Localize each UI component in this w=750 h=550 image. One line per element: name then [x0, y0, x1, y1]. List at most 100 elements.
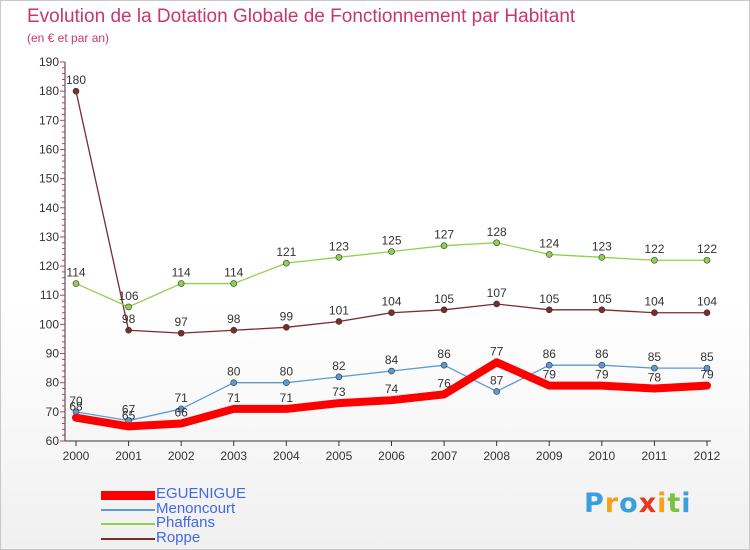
data-label: 74	[385, 382, 399, 396]
data-label: 65	[122, 408, 136, 422]
x-tick-label: 2004	[273, 449, 300, 463]
y-tick-label: 60	[46, 434, 60, 448]
legend-label: Roppe	[156, 528, 201, 546]
data-label: 80	[280, 365, 294, 379]
x-tick-label: 2003	[220, 449, 247, 463]
data-point	[598, 361, 606, 369]
logo-letter: r	[604, 488, 620, 519]
legend-swatch	[101, 523, 155, 526]
x-tick-label: 2005	[326, 449, 353, 463]
data-label: 98	[122, 312, 136, 326]
data-label: 122	[644, 242, 664, 256]
data-label: 101	[329, 303, 349, 317]
data-point	[283, 379, 290, 386]
data-point	[598, 254, 606, 261]
y-tick-label: 140	[39, 201, 59, 215]
legend-swatch	[101, 537, 155, 540]
legend-swatch	[101, 508, 155, 511]
x-tick-label: 2008	[483, 449, 510, 463]
data-label: 97	[174, 315, 188, 329]
data-label: 71	[174, 391, 188, 405]
y-tick-label: 70	[46, 405, 60, 419]
chart-axes: 60 70 80 90 100 110 120 130 140 150 160 170 180 190 20…	[39, 55, 721, 463]
data-label: 86	[437, 347, 451, 361]
data-label: 121	[276, 245, 296, 259]
data-label: 71	[280, 391, 294, 405]
data-label: 127	[434, 228, 454, 242]
data-point	[230, 280, 238, 287]
x-tick-label: 2007	[431, 449, 458, 463]
data-label: 104	[381, 295, 401, 309]
x-tick-label: 2011	[642, 449, 668, 463]
y-tick-label: 90	[46, 347, 60, 361]
data-label: 104	[697, 295, 717, 309]
legend-label: Phaffans	[156, 514, 215, 531]
data-label: 180	[66, 73, 86, 87]
data-label: 80	[227, 365, 241, 379]
data-point	[125, 303, 132, 311]
data-point	[283, 323, 290, 331]
data-label: 105	[592, 292, 612, 306]
logo-letter: x	[638, 488, 658, 519]
data-label: 125	[381, 234, 401, 248]
data-point	[440, 242, 448, 249]
data-point	[177, 280, 185, 287]
data-label: 85	[648, 350, 662, 364]
logo-letter: o	[619, 488, 639, 519]
data-label: 107	[487, 286, 507, 300]
x-tick-label: 2000	[63, 449, 90, 463]
data-label: 79	[595, 368, 609, 382]
data-label: 71	[227, 391, 241, 405]
x-tick-label: 2006	[378, 449, 405, 463]
data-label: 87	[490, 373, 504, 387]
data-point	[651, 256, 658, 264]
legend-label: EGUENIGUE	[156, 485, 247, 502]
data-point	[125, 326, 132, 334]
chart-title: Evolution de la Dotation Globale de Fonc…	[27, 6, 576, 27]
data-label: 122	[697, 242, 717, 256]
data-label: 86	[595, 347, 609, 361]
data-label: 77	[490, 344, 504, 358]
data-label: 104	[644, 295, 664, 309]
data-label: 76	[437, 376, 451, 390]
data-label: 78	[648, 371, 662, 385]
data-label: 85	[700, 350, 714, 364]
data-label: 123	[592, 239, 612, 253]
proxiti-logo: Proxiti	[584, 488, 692, 519]
data-label: 123	[329, 239, 349, 253]
data-point	[230, 326, 238, 334]
y-tick-label: 100	[39, 317, 59, 331]
y-tick-label: 130	[39, 230, 59, 244]
series-layer	[72, 87, 711, 431]
data-point	[440, 361, 448, 369]
data-label: 73	[332, 385, 346, 399]
y-tick-label: 80	[46, 376, 60, 390]
data-label: 82	[332, 359, 346, 373]
data-label: 68	[69, 400, 83, 414]
data-point	[335, 373, 343, 381]
data-label: 114	[172, 266, 191, 280]
x-tick-label: 2009	[536, 449, 563, 463]
data-point	[388, 309, 395, 317]
data-label: 79	[543, 368, 557, 382]
data-label: 128	[487, 225, 507, 239]
data-label: 114	[224, 266, 243, 280]
x-tick-label: 2012	[694, 449, 721, 463]
y-tick-label: 180	[39, 84, 59, 98]
data-point	[72, 87, 80, 95]
legend-label: Menoncourt	[156, 499, 236, 517]
y-tick-label: 170	[39, 113, 59, 127]
data-point	[72, 280, 80, 287]
series-line-eguenigue	[72, 358, 711, 431]
data-point	[493, 300, 500, 308]
y-tick-label: 150	[39, 172, 59, 186]
data-label: 86	[543, 347, 557, 361]
logo-letter: i	[657, 488, 668, 519]
chart-subtitle: (en € et par an)	[27, 31, 110, 45]
x-tick-label: 2001	[115, 449, 142, 463]
x-tick-label: 2010	[588, 449, 615, 463]
y-tick-label: 110	[40, 288, 59, 302]
data-label: 84	[385, 353, 399, 367]
